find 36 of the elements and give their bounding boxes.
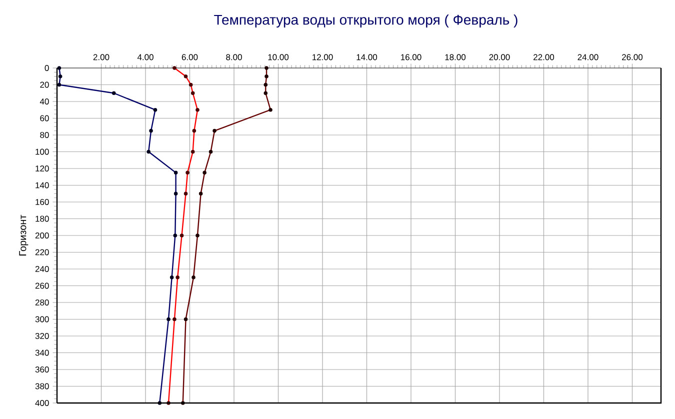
y-tick-label: 160 [36, 198, 49, 205]
y-tick-label: 280 [35, 299, 49, 306]
x-tick-label: 26.00 [622, 54, 643, 60]
x-tick-label: 18.00 [445, 54, 466, 60]
y-tick-label: 0 [44, 64, 49, 71]
x-tick-label: 10.00 [268, 54, 289, 60]
y-tick-label: 300 [35, 316, 49, 322]
y-tick-label: 240 [35, 266, 49, 272]
y-tick-label: 260 [35, 282, 49, 289]
y-tick-label: 320 [35, 332, 49, 339]
y-tick-label: 360 [35, 366, 49, 372]
x-tick-label: 22.00 [534, 54, 554, 60]
x-tick-label: 2.00 [93, 54, 110, 60]
y-tick-label: 40 [40, 98, 49, 104]
y-tick-label: 20 [40, 82, 49, 88]
y-tick-label: 120 [36, 165, 49, 172]
x-tick-label: 16.00 [401, 54, 422, 60]
y-tick-label: 140 [36, 182, 49, 188]
x-tick-label: 12.00 [312, 54, 333, 60]
y-tick-label: 400 [35, 400, 49, 406]
x-tick-label: 24.00 [578, 54, 598, 60]
y-tick-label: 100 [36, 148, 49, 155]
x-tick-label: 8.00 [226, 54, 242, 60]
y-tick-label: 380 [35, 383, 49, 390]
x-tick-label: 4.00 [137, 54, 154, 60]
chart-title: Температура воды открытого моря ( Февраль ) [214, 14, 518, 28]
y-tick-label: 60 [40, 115, 49, 122]
x-tick-label: 14.00 [356, 54, 378, 60]
y-tick-label: 200 [35, 232, 49, 238]
y-tick-label: 80 [40, 132, 49, 138]
x-tick-label: 6.00 [182, 54, 198, 60]
x-tick-label: 20.00 [489, 54, 510, 60]
y-tick-label: 180 [36, 216, 49, 222]
y-tick-label: 340 [35, 350, 49, 356]
y-tick-label: 220 [35, 249, 49, 256]
y-axis-title: Горизонт [19, 214, 28, 256]
